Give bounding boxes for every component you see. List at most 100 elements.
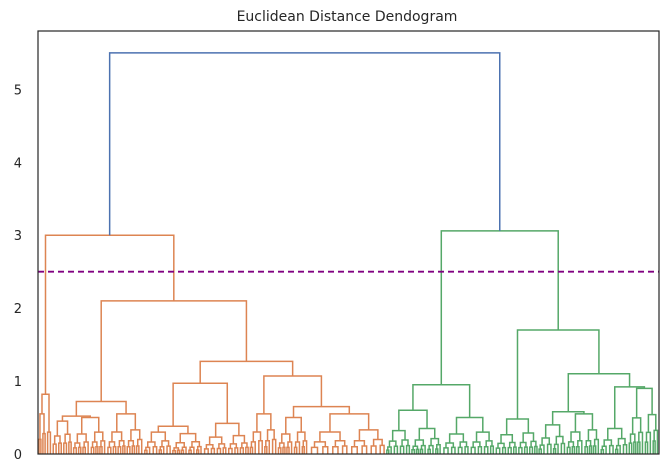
dendrogram-link (241, 442, 248, 448)
dendrogram-link (522, 432, 535, 443)
dendrogram-link (93, 431, 104, 442)
dendrogram-link (38, 438, 42, 454)
dendrogram-link (435, 448, 439, 454)
dendrogram-link (100, 300, 248, 402)
dendrogram-link (450, 446, 456, 454)
dendrogram-link (552, 447, 557, 454)
dendrogram-link (310, 446, 319, 454)
dendrogram-link (350, 445, 358, 454)
dendrogram-link (322, 445, 329, 454)
dendrogram-link (116, 413, 137, 432)
dendrogram-link (214, 422, 240, 438)
dendrogram-link (229, 443, 238, 449)
dendrogram-link (584, 445, 589, 454)
dendrogram-link (329, 413, 370, 432)
dendrogram-link (130, 429, 141, 441)
dendrogram-link (587, 429, 598, 441)
dendrogram-link (512, 446, 517, 454)
dendrogram-link (135, 445, 140, 454)
dendrogram-link (175, 442, 185, 448)
dendrogram-link (239, 447, 245, 454)
dendrogram-link (629, 433, 636, 444)
dendrogram-link (361, 445, 368, 454)
y-tick-label: 4 (14, 156, 22, 171)
dendrogram-link (567, 441, 575, 448)
dendrogram-link (507, 446, 512, 454)
dendrogram-link (518, 446, 523, 454)
dendrogram-link (118, 440, 125, 447)
dendrogram-link (278, 442, 285, 448)
dendrogram-link (263, 375, 323, 414)
dendrogram-link (72, 447, 78, 454)
dendrogram-link (188, 449, 192, 454)
dendrogram-link (399, 445, 405, 454)
dendrogram-link (64, 433, 71, 444)
dendrogram-link (603, 439, 613, 447)
dendrogram-link (74, 442, 81, 448)
dendrogram-link (358, 429, 379, 441)
dendrogram-link (234, 447, 239, 454)
dendrogram-link (393, 445, 399, 454)
dendrogram-link (95, 446, 99, 454)
dendrogram-link (574, 413, 594, 432)
y-tick-label: 3 (14, 229, 22, 244)
dendrogram-link (538, 448, 543, 454)
dendrogram-link (593, 438, 600, 454)
dendrogram-link (508, 441, 516, 448)
dendrogram-link (411, 449, 416, 454)
dendrogram-link (530, 440, 537, 448)
dendrogram-link (58, 442, 62, 454)
dendrogram-link (464, 446, 469, 454)
dendrogram-link (292, 405, 351, 418)
dendrogram-link (258, 440, 263, 454)
dendrogram-links (38, 52, 659, 454)
dendrogram-link (281, 433, 291, 443)
dendrogram-link (249, 446, 254, 454)
dendrogram-link (637, 441, 641, 454)
dendrogram-link (266, 429, 275, 441)
dendrogram-link (633, 441, 637, 454)
dendrogram-link (405, 444, 411, 454)
dendrogram-link (41, 393, 50, 433)
dendrogram-link (419, 448, 424, 454)
dendrogram-link (412, 445, 419, 450)
y-tick-label: 2 (14, 302, 22, 317)
dendrogram-link (566, 446, 571, 454)
dendrogram-link (53, 435, 61, 445)
dendrogram-link (199, 360, 294, 384)
dendrogram-link (245, 446, 249, 454)
dendrogram-link (145, 446, 151, 454)
dendrogram-link (210, 447, 216, 454)
dendrogram-link (63, 442, 68, 454)
dendrogram-link (91, 441, 98, 448)
dendrogram-link (600, 449, 605, 454)
dendrogram-link (90, 446, 95, 454)
dendrogram-link (372, 438, 383, 447)
dendrogram-link (191, 440, 201, 448)
dendrogram-link (127, 440, 135, 447)
plot-frame (37, 30, 660, 455)
dendrogram-link (218, 443, 226, 449)
dendrogram-link (588, 445, 593, 454)
dendrogram-link (443, 447, 449, 454)
dendrogram-link (398, 409, 428, 431)
dendrogram-link (546, 443, 552, 454)
dendrogram-link (144, 449, 148, 454)
dendrogram-link (172, 449, 177, 454)
dendrogram-link (475, 431, 490, 442)
dendrogram-link (457, 446, 463, 454)
dendrogram-link (296, 431, 306, 442)
dendrogram-link (173, 447, 180, 451)
dendrogram-link (77, 446, 82, 454)
dendrogram-link (180, 449, 185, 454)
dendrogram-link (332, 445, 339, 454)
dendrogram-link (158, 449, 162, 454)
dendrogram-link (159, 446, 165, 454)
dendrogram-link (117, 445, 122, 454)
dendrogram-link (82, 446, 87, 454)
dendrogram-link (501, 446, 507, 454)
dendrogram-link (614, 448, 619, 454)
dendrogram-link (99, 446, 103, 454)
dendrogram-link (271, 438, 277, 454)
